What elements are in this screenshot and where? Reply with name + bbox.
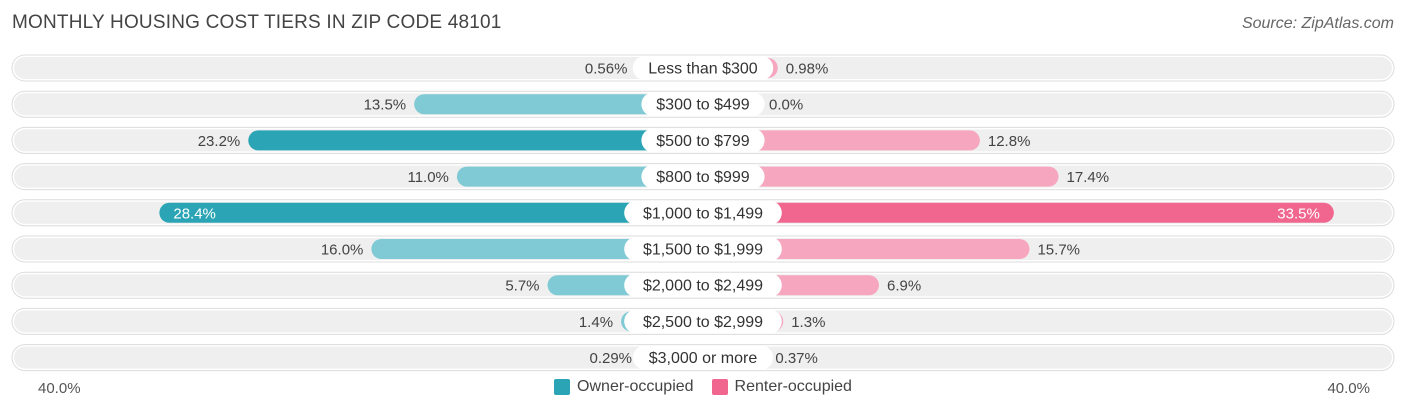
legend-item-owner: Owner-occupied (554, 378, 694, 396)
axis-left-label: 40.0% (38, 380, 81, 397)
axis-right-label: 40.0% (1327, 380, 1370, 397)
category-pill (641, 128, 765, 153)
category-label: $2,000 to $2,499 (643, 278, 763, 295)
renter-value-label: 0.98% (786, 61, 829, 78)
chart-source: Source: ZipAtlas.com (1241, 15, 1394, 32)
category-label: $1,000 to $1,499 (643, 205, 763, 222)
owner-value-label: 28.4% (173, 205, 216, 222)
category-label: $300 to $499 (656, 97, 750, 114)
renter-value-label: 15.7% (1037, 242, 1080, 259)
category-label: $2,500 to $2,999 (643, 314, 763, 331)
category-pill (632, 345, 774, 370)
renter-value-label: 0.37% (775, 350, 818, 367)
category-label: $800 to $999 (656, 169, 750, 186)
owner-value-label: 11.0% (407, 169, 448, 186)
owner-value-label: 16.0% (321, 242, 364, 259)
owner-bar (159, 202, 704, 223)
chart-title: MONTHLY HOUSING COST TIERS IN ZIP CODE 4… (12, 12, 502, 33)
legend-item-renter: Renter-occupied (711, 378, 852, 396)
renter-bar (703, 239, 1030, 259)
category-pill (624, 200, 782, 225)
category-label: $500 to $799 (656, 133, 750, 150)
category-label: $1,500 to $1,999 (643, 242, 763, 259)
owner-value-label: 13.5% (364, 97, 407, 114)
owner-value-label: 5.7% (505, 278, 539, 295)
legend-label-owner: Owner-occupied (577, 378, 694, 395)
category-pill (624, 237, 782, 261)
category-pill (632, 56, 774, 80)
renter-bar (703, 202, 1334, 223)
legend-swatch-renter (711, 379, 728, 395)
owner-value-label: 0.56% (585, 61, 628, 78)
renter-bar (703, 166, 1059, 187)
renter-value-label: 17.4% (1067, 169, 1110, 186)
owner-value-label: 23.2% (198, 133, 241, 150)
owner-value-label: 0.29% (589, 350, 632, 367)
legend-swatch-owner (554, 379, 571, 395)
owner-bar (371, 239, 703, 259)
owner-value-label: 1.4% (579, 314, 613, 331)
category-pill (624, 309, 782, 334)
category-label: Less than $300 (648, 61, 758, 78)
renter-bar (703, 130, 980, 151)
renter-value-label: 33.5% (1277, 205, 1320, 222)
diverging-bar-chart: Less than $300 0.56% 0.98% $300 to $499 13.5… (11, 54, 1395, 372)
renter-value-label: 6.9% (887, 278, 921, 295)
category-pill (641, 92, 765, 117)
owner-bar (248, 130, 703, 151)
owner-bar (414, 94, 703, 115)
owner-bar (456, 166, 703, 187)
renter-value-label: 1.3% (791, 314, 825, 331)
legend: Owner-occupied Renter-occupied (0, 378, 1406, 396)
category-label: $3,000 or more (649, 350, 758, 367)
renter-value-label: 0.0% (769, 97, 803, 114)
category-pill (624, 273, 782, 298)
renter-value-label: 12.8% (988, 133, 1031, 150)
legend-label-renter: Renter-occupied (734, 378, 852, 395)
category-pill (641, 164, 765, 189)
